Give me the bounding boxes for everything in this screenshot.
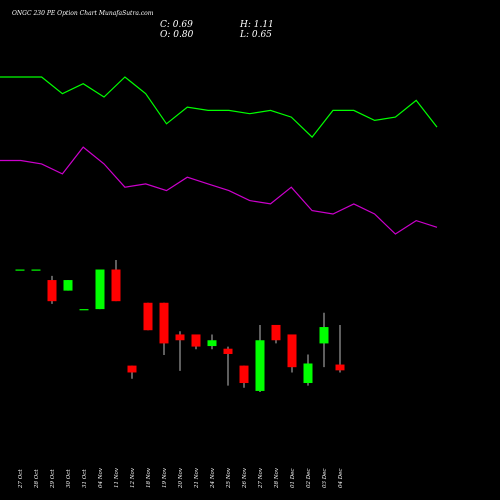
moving-average-line-magenta [0, 146, 438, 235]
moving-average-line-green [0, 76, 438, 138]
candle-12 [207, 334, 217, 350]
candle-body [271, 324, 281, 341]
candle-13 [223, 346, 233, 386]
candle-15 [255, 324, 265, 392]
candle-body [255, 340, 265, 391]
candle-17 [287, 334, 297, 373]
candle-1 [31, 269, 41, 271]
candle-16 [271, 324, 281, 344]
candle-body [239, 365, 249, 384]
candle-20 [335, 324, 345, 373]
close-readout: C: 0.69 [160, 20, 193, 30]
candle-body [303, 363, 313, 384]
candle-18 [303, 354, 313, 386]
x-tick-label: 02 Dec [306, 469, 312, 489]
candle-body [63, 280, 73, 291]
x-tick-label: 28 Oct [34, 469, 40, 489]
candle-11 [191, 334, 201, 350]
x-tick-label: 28 Nov [274, 467, 280, 489]
x-tick-label: 30 Oct [66, 469, 72, 488]
x-tick-label: 31 Oct [82, 469, 88, 488]
chart-title: ONGC 230 PE Option Chart MunafaSutra.com [12, 10, 154, 17]
x-tick-label: 01 Dec [290, 469, 296, 489]
high-readout: H: 1.11 [239, 20, 274, 30]
candle-14 [239, 365, 249, 388]
x-tick-label: 21 Nov [194, 467, 200, 489]
candle-body [159, 302, 169, 344]
candle-body [287, 334, 297, 368]
x-tick-label: 04 Dec [338, 469, 344, 489]
candle-6 [111, 260, 121, 302]
candle-body [79, 309, 89, 311]
x-tick-label: 19 Nov [162, 467, 168, 488]
open-readout: O: 0.80 [160, 30, 194, 40]
x-tick-label: 24 Nov [210, 467, 216, 489]
candle-body [95, 269, 105, 310]
candle-19 [319, 312, 329, 368]
candle-7 [127, 365, 137, 379]
candlestick-layer [15, 260, 345, 392]
candle-body [223, 348, 233, 354]
candle-10 [175, 331, 185, 371]
moving-average-layer [0, 76, 438, 235]
x-tick-label: 29 Oct [50, 469, 56, 489]
x-tick-label: 26 Nov [242, 467, 248, 489]
x-tick-label: 04 Nov [98, 467, 104, 488]
candle-body [207, 340, 217, 347]
candle-body [335, 364, 345, 371]
candle-8 [143, 302, 153, 331]
candle-body [15, 269, 25, 271]
x-tick-label: 18 Nov [146, 467, 152, 488]
candle-body [47, 280, 57, 302]
candle-4 [79, 309, 89, 311]
x-tick-label: 27 Nov [258, 467, 264, 489]
candle-9 [159, 302, 169, 356]
candle-body [191, 334, 201, 347]
candle-5 [95, 269, 105, 310]
x-tick-label: 11 Nov [114, 467, 120, 488]
candle-body [175, 334, 185, 341]
x-axis-labels: 27 Oct 28 Oct 29 Oct 30 Oct 31 Oct 04 Nov 11 N… [18, 467, 344, 489]
candle-2 [47, 275, 57, 304]
candle-body [31, 269, 41, 271]
x-tick-label: 12 Nov [130, 467, 136, 488]
candle-body [127, 365, 137, 373]
candle-0 [15, 269, 25, 271]
x-tick-label: 25 Nov [226, 467, 232, 489]
candle-body [319, 327, 329, 344]
x-tick-label: 03 Dec [322, 469, 328, 489]
x-tick-label: 20 Nov [178, 467, 184, 489]
x-tick-label: 27 Oct [18, 469, 24, 489]
candle-body [111, 269, 121, 302]
candle-body [143, 302, 153, 331]
low-readout: L: 0.65 [239, 30, 272, 40]
candle-3 [63, 280, 73, 291]
